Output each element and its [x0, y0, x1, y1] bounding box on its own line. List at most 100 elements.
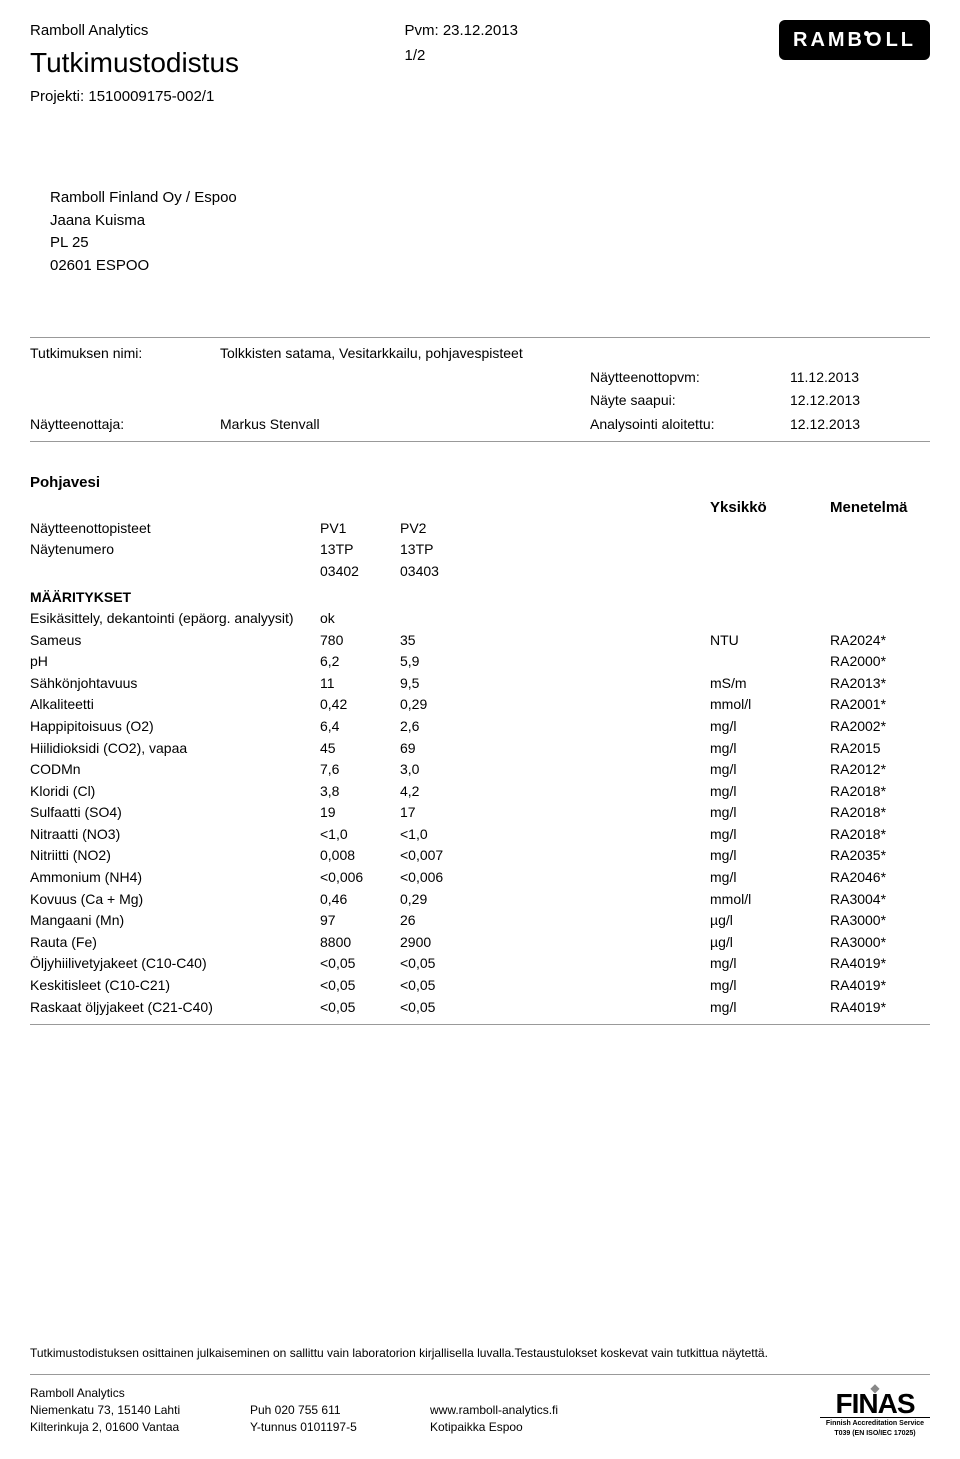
method-value: RA2002* [830, 717, 930, 737]
method-value: RA2015 [830, 739, 930, 759]
unit-value: mmol/l [710, 695, 830, 715]
table-row: Hiilidioksidi (CO2), vapaa4569mg/lRA2015 [30, 738, 930, 760]
method-value: RA2013* [830, 674, 930, 694]
results-table: Yksikkö Menetelmä Näytteenottopisteet PV… [30, 497, 930, 1026]
unit-value: mg/l [710, 846, 830, 866]
value-pv1: <0,05 [320, 976, 400, 996]
param-name: Nitraatti (NO3) [30, 825, 320, 845]
unit-value: mg/l [710, 782, 830, 802]
param-name: Sähkönjohtavuus [30, 674, 320, 694]
sampler-value: Markus Stenvall [220, 415, 590, 435]
logo-dot-icon [864, 31, 869, 36]
method-value: RA2018* [830, 782, 930, 802]
param-name: Happipitoisuus (O2) [30, 717, 320, 737]
table-row: CODMn7,63,0mg/lRA2012* [30, 759, 930, 781]
table-row: Kloridi (Cl)3,84,2mg/lRA2018* [30, 781, 930, 803]
method-value: RA2001* [830, 695, 930, 715]
param-name: Öljyhiilivetyjakeet (C10-C40) [30, 954, 320, 974]
value-pv2: 5,9 [400, 652, 480, 672]
unit-value: mg/l [710, 998, 830, 1018]
param-name: Mangaani (Mn) [30, 911, 320, 931]
value-pv2: <0,006 [400, 868, 480, 888]
value-pv1: 97 [320, 911, 400, 931]
table-row: pH6,25,9RA2000* [30, 651, 930, 673]
method-value: RA3004* [830, 890, 930, 910]
sample-num-2a: 13TP [400, 540, 480, 560]
table-row: Happipitoisuus (O2)6,42,6mg/lRA2002* [30, 716, 930, 738]
received-date-value: 12.12.2013 [790, 391, 860, 411]
value-pv1: 7,6 [320, 760, 400, 780]
unit-value [710, 652, 830, 672]
study-metadata: Tutkimuksen nimi: Tolkkisten satama, Ves… [30, 337, 930, 441]
value-pv1: 6,2 [320, 652, 400, 672]
point-pv2: PV2 [400, 519, 480, 539]
value-pv2: 0,29 [400, 695, 480, 715]
method-value: RA2018* [830, 803, 930, 823]
method-value: RA4019* [830, 976, 930, 996]
unit-value: NTU [710, 631, 830, 651]
value-pv2: 0,29 [400, 890, 480, 910]
page-header: Ramboll Analytics Tutkimustodistus Proje… [30, 20, 930, 107]
sample-num-1a: 13TP [320, 540, 400, 560]
param-name: Keskitisleet (C10-C21) [30, 976, 320, 996]
value-pv2: 69 [400, 739, 480, 759]
finas-code: T039 (EN ISO/IEC 17025) [820, 1429, 930, 1439]
unit-value: µg/l [710, 933, 830, 953]
table-row: Öljyhiilivetyjakeet (C10-C40)<0,05<0,05m… [30, 953, 930, 975]
unit-value: mg/l [710, 760, 830, 780]
value-pv1: 6,4 [320, 717, 400, 737]
value-pv2: <0,007 [400, 846, 480, 866]
date-label: Pvm: 23.12.2013 [405, 20, 780, 41]
value-pv1: 0,46 [320, 890, 400, 910]
method-value: RA3000* [830, 911, 930, 931]
unit-column-header: Yksikkö [710, 497, 830, 518]
value-pv1: <0,05 [320, 954, 400, 974]
sample-num-1b: 03402 [320, 562, 400, 582]
company-name: Ramboll Analytics [30, 20, 405, 41]
method-value: RA2035* [830, 846, 930, 866]
value-pv2: 26 [400, 911, 480, 931]
value-pv2: <0,05 [400, 998, 480, 1018]
value-pv2: <1,0 [400, 825, 480, 845]
param-name: Nitriitti (NO2) [30, 846, 320, 866]
logo-text-b: LL [886, 26, 916, 54]
method-value: RA2046* [830, 868, 930, 888]
document-title: Tutkimustodistus [30, 43, 405, 82]
unit-value: mg/l [710, 803, 830, 823]
table-row: Nitriitti (NO2)0,008<0,007mg/lRA2035* [30, 845, 930, 867]
recipient-address: Ramboll Finland Oy / Espoo Jaana Kuisma … [50, 187, 930, 277]
value-pv2: 35 [400, 631, 480, 651]
unit-value: mg/l [710, 739, 830, 759]
footer-address-1: Niemenkatu 73, 15140 Lahti [30, 1402, 250, 1419]
table-row: Esikäsittely, dekantointi (epäorg. analy… [30, 608, 930, 630]
method-value [830, 609, 930, 629]
logo-text-a: RAMB [793, 26, 865, 54]
footer-phone: Puh 020 755 611 [250, 1402, 430, 1419]
method-column-header: Menetelmä [830, 497, 930, 518]
value-pv2: 17 [400, 803, 480, 823]
page-number: 1/2 [405, 45, 780, 66]
footer-website: www.ramboll-analytics.fi [430, 1402, 820, 1419]
footer-company: Ramboll Analytics [30, 1385, 250, 1402]
method-value: RA2000* [830, 652, 930, 672]
value-pv1: 19 [320, 803, 400, 823]
value-pv1: 0,42 [320, 695, 400, 715]
value-pv1: <1,0 [320, 825, 400, 845]
sampler-label: Näytteenottaja: [30, 415, 220, 435]
ramboll-logo: RAMBOLL [779, 20, 930, 60]
address-line: 02601 ESPOO [50, 255, 930, 278]
measurements-group-header: MÄÄRITYKSET [30, 588, 930, 608]
address-line: Ramboll Finland Oy / Espoo [50, 187, 930, 210]
param-name: Rauta (Fe) [30, 933, 320, 953]
finas-subtitle: Finnish Accreditation Service [820, 1417, 930, 1429]
unit-value [710, 609, 830, 629]
param-name: Sulfaatti (SO4) [30, 803, 320, 823]
value-pv1: 780 [320, 631, 400, 651]
value-pv2: 2,6 [400, 717, 480, 737]
unit-value: mmol/l [710, 890, 830, 910]
value-pv2 [400, 609, 480, 629]
table-row: Ammonium (NH4)<0,006<0,006mg/lRA2046* [30, 867, 930, 889]
sampling-date-value: 11.12.2013 [790, 368, 859, 388]
value-pv1: 45 [320, 739, 400, 759]
value-pv2: 2900 [400, 933, 480, 953]
